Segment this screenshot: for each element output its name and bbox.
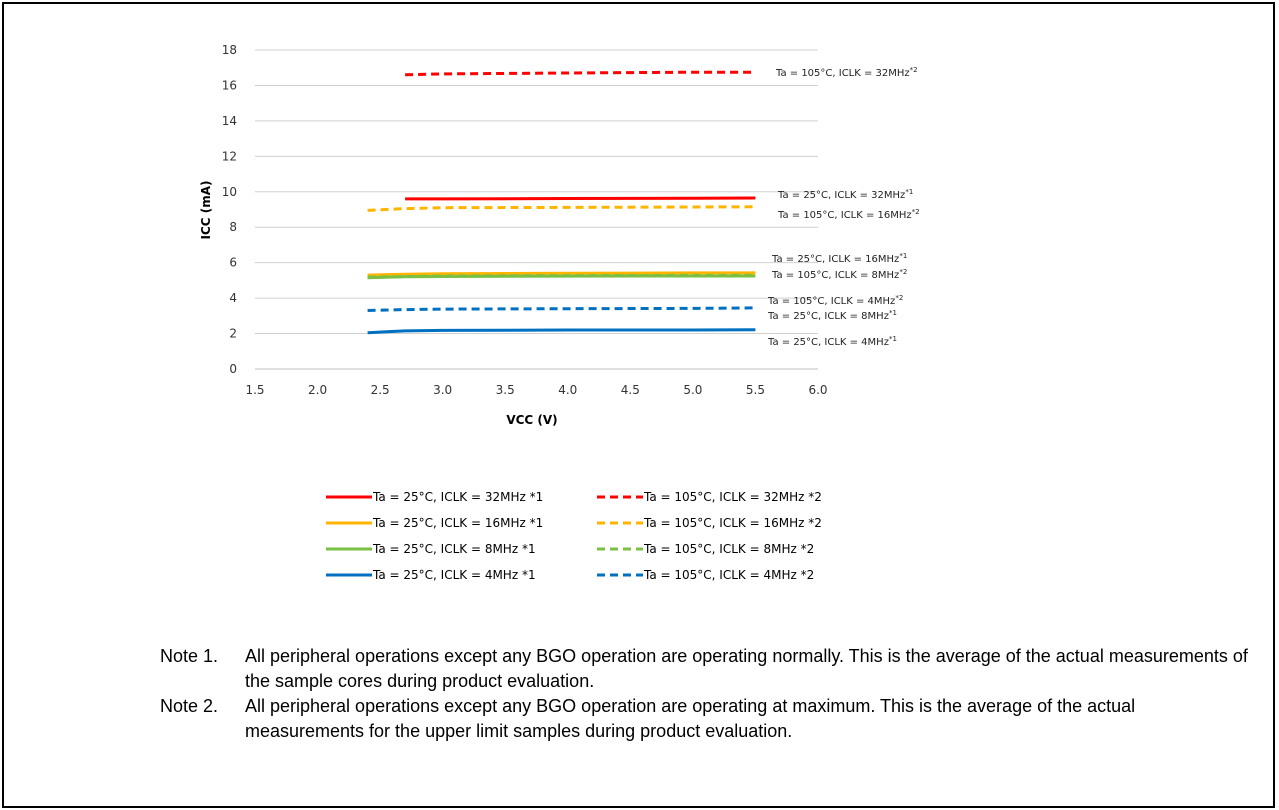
series-line-7 — [367, 328, 756, 335]
legend-label: Ta = 25°C, ICLK = 32MHz *1 — [372, 490, 543, 504]
series-annotation: Ta = 25°C, ICLK = 8MHz*1 — [767, 309, 897, 322]
y-tick-label: 18 — [222, 43, 237, 57]
legend-label: Ta = 105°C, ICLK = 4MHz *2 — [643, 568, 814, 582]
x-tick-label: 5.0 — [683, 383, 702, 397]
x-tick-label: 1.5 — [245, 383, 264, 397]
icc-vs-vcc-chart: 0 2 4 6 8 10 12 14 16 18 1.5 2.0 2.5 3.0 3.5 4.0 4.5 5.0 5… — [199, 43, 920, 582]
x-tick-label: 4.5 — [621, 383, 640, 397]
y-axis-title: ICC (mA) — [199, 180, 213, 239]
x-tick-label: 4.0 — [558, 383, 577, 397]
legend-label: Ta = 105°C, ICLK = 16MHz *2 — [643, 516, 822, 530]
note-2-text: All peripheral operations except any BGO… — [245, 696, 1136, 741]
legend-label: Ta = 25°C, ICLK = 16MHz *1 — [372, 516, 543, 530]
series-line-4 — [367, 205, 756, 212]
series-annotation: Ta = 105°C, ICLK = 8MHz*2 — [771, 268, 907, 281]
series-annotation: Ta = 25°C, ICLK = 32MHz*1 — [777, 188, 913, 201]
x-tick-label: 5.5 — [746, 383, 765, 397]
legend-label: Ta = 25°C, ICLK = 4MHz *1 — [372, 568, 536, 582]
series-annotation: Ta = 25°C, ICLK = 16MHz*1 — [771, 252, 907, 265]
series-annotation: Ta = 25°C, ICLK = 4MHz*1 — [767, 335, 897, 348]
legend-label: Ta = 25°C, ICLK = 8MHz *1 — [372, 542, 536, 556]
series-line-2 — [405, 70, 756, 77]
y-tick-label: 12 — [222, 149, 237, 163]
series-line-8 — [367, 306, 756, 312]
series-line-3 — [367, 271, 756, 277]
series-line-1 — [405, 196, 756, 201]
y-tick-label: 16 — [222, 78, 237, 92]
note-2-label: Note 2. — [160, 696, 219, 716]
y-tick-label: 10 — [222, 185, 237, 199]
x-tick-label: 2.0 — [308, 383, 327, 397]
note-1: Note 1. All peripheral operations except… — [160, 644, 1250, 694]
series-annotation: Ta = 105°C, ICLK = 4MHz*2 — [767, 294, 903, 307]
legend-label: Ta = 105°C, ICLK = 8MHz *2 — [643, 542, 814, 556]
y-tick-label: 2 — [229, 327, 237, 341]
series-annotation: Ta = 105°C, ICLK = 16MHz*2 — [777, 208, 920, 221]
note-1-text: All peripheral operations except any BGO… — [245, 646, 1248, 691]
y-tick-label: 4 — [229, 291, 237, 305]
note-2: Note 2. All peripheral operations except… — [160, 694, 1250, 744]
series-line-6 — [367, 273, 756, 279]
x-tick-label: 2.5 — [371, 383, 390, 397]
y-tick-label: 8 — [229, 220, 237, 234]
y-tick-label: 14 — [222, 114, 237, 128]
series-annotation: Ta = 105°C, ICLK = 32MHz*2 — [775, 66, 918, 79]
x-axis-title: VCC (V) — [506, 413, 557, 427]
x-tick-label: 3.0 — [433, 383, 452, 397]
note-1-label: Note 1. — [160, 646, 219, 666]
x-tick-label: 6.0 — [808, 383, 827, 397]
y-tick-label: 6 — [229, 256, 237, 270]
y-tick-label: 0 — [229, 362, 237, 376]
notes-block: Note 1. All peripheral operations except… — [160, 644, 1250, 744]
x-tick-label: 3.5 — [496, 383, 515, 397]
legend-label: Ta = 105°C, ICLK = 32MHz *2 — [643, 490, 822, 504]
